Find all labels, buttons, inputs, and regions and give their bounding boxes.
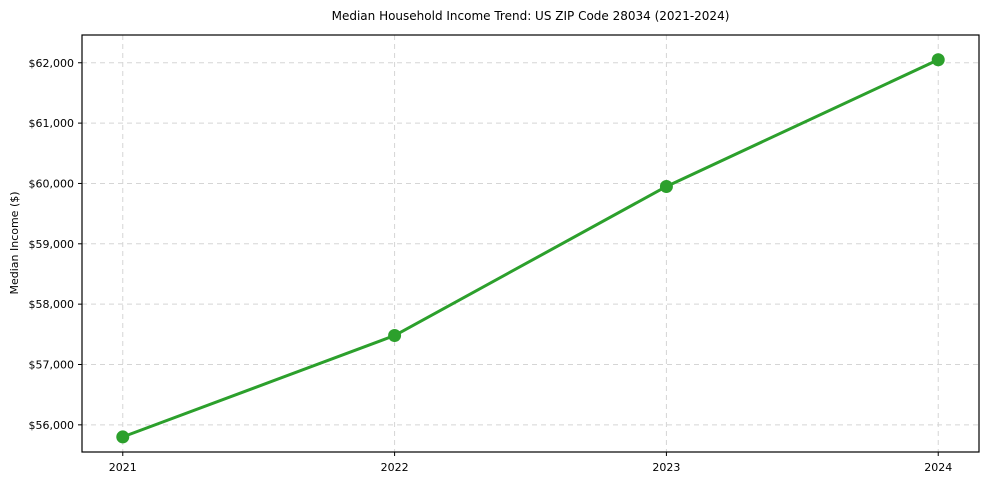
- data-point-2021: [116, 430, 130, 444]
- y-tick-label: $62,000: [29, 57, 75, 70]
- data-point-2024: [931, 53, 945, 67]
- y-axis-label: Median Income ($): [8, 191, 21, 295]
- x-tick-label: 2022: [381, 461, 409, 474]
- trend-line: [121, 58, 940, 439]
- y-tick-label: $56,000: [29, 419, 75, 432]
- x-tick-label: 2024: [924, 461, 952, 474]
- y-tick-label: $57,000: [29, 358, 75, 371]
- plot-border: [81, 34, 980, 453]
- data-point-2023: [659, 179, 673, 193]
- y-tick-label: $60,000: [29, 177, 75, 190]
- y-tick-label: $61,000: [29, 117, 75, 130]
- x-tick-label: 2023: [652, 461, 680, 474]
- y-tick-label: $58,000: [29, 298, 75, 311]
- x-tick-label: 2021: [109, 461, 137, 474]
- chart-title: Median Household Income Trend: US ZIP Co…: [331, 9, 730, 23]
- data-point-2022: [388, 329, 402, 343]
- y-tick-label: $59,000: [29, 238, 75, 251]
